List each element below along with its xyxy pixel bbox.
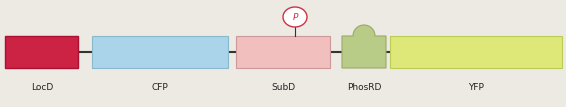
Bar [236,36,330,68]
Ellipse shape [283,7,307,27]
Bar [92,36,228,68]
Text: P: P [292,13,298,22]
Text: CFP: CFP [152,83,168,92]
Bar [5,36,78,68]
Text: LocD: LocD [31,83,53,92]
Text: SubD: SubD [271,83,295,92]
Text: YFP: YFP [468,83,484,92]
Text: PhosRD: PhosRD [347,83,381,92]
Polygon shape [342,25,386,68]
Bar [390,36,562,68]
